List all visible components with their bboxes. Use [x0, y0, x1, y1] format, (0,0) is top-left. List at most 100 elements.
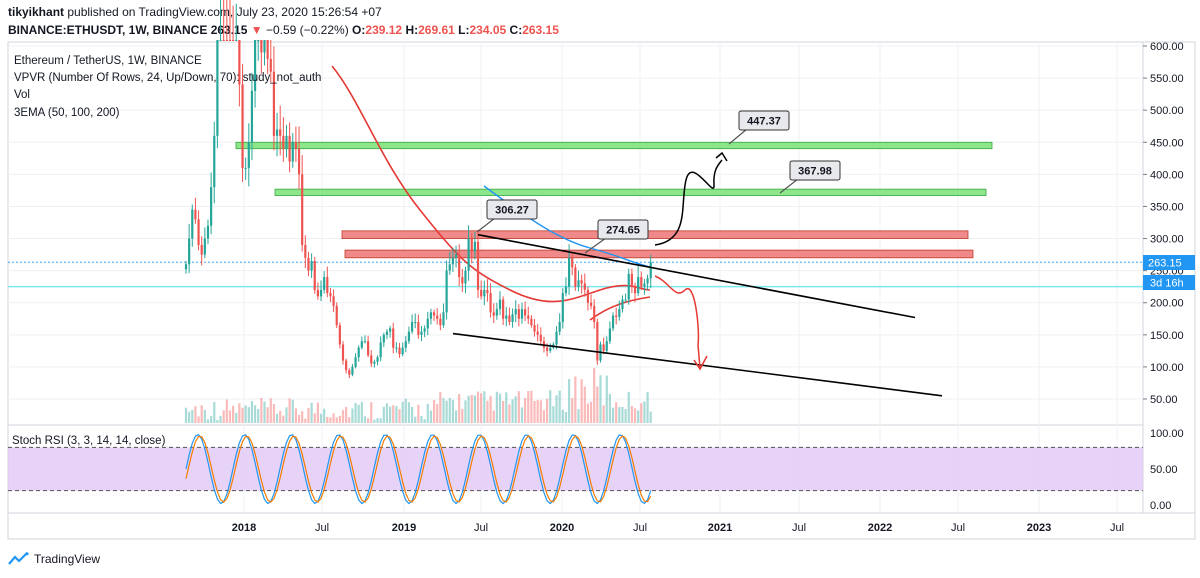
volume-bar: [219, 415, 222, 423]
low-label: L:: [458, 23, 470, 37]
candle-body: [351, 366, 354, 375]
candle-body: [637, 277, 640, 294]
candle-body: [275, 129, 279, 136]
volume-bar: [398, 409, 401, 423]
candle-body: [524, 309, 527, 316]
candle-body: [436, 315, 439, 319]
candle-body: [279, 129, 282, 136]
callout-leader: [476, 217, 496, 233]
tradingview-logo-icon: [8, 552, 29, 565]
down-arrow-icon: ▼: [250, 23, 263, 37]
volume-bar: [517, 391, 520, 423]
volume-bar: [454, 410, 458, 423]
candle-body: [546, 347, 549, 351]
volume-bar: [197, 416, 200, 423]
author-name[interactable]: tikyikhant: [8, 5, 65, 19]
time-tick-label: Jul: [792, 522, 806, 534]
candle-body: [615, 315, 618, 317]
candle-body: [357, 347, 360, 358]
time-axis[interactable]: [7, 512, 1196, 540]
rsi-tick-label: 100.00: [1150, 428, 1184, 440]
volume-bar: [627, 391, 630, 423]
candle-body: [429, 312, 433, 319]
candle-body: [323, 277, 326, 290]
rsi-tick-label: 0.00: [1150, 500, 1171, 512]
symbol-label: BINANCE:ETHUSDT, 1W, BINANCE: [8, 23, 208, 37]
bearish-arrow-icon: [693, 355, 708, 371]
volume-bar: [279, 410, 282, 423]
rsi-band-fill: [8, 447, 1143, 491]
candle-body: [338, 325, 341, 345]
volume-bar: [247, 407, 250, 423]
candle-body: [624, 299, 627, 301]
volume-bar: [363, 416, 367, 423]
brand-name[interactable]: TradingView: [34, 552, 101, 566]
volume-bar: [492, 410, 495, 423]
candle-body: [627, 273, 630, 300]
candle-body: [203, 238, 206, 255]
candle-body: [533, 325, 536, 332]
candle-body: [297, 148, 301, 175]
candle-body: [341, 344, 345, 361]
candle-body: [426, 318, 429, 329]
volume-bar: [184, 407, 188, 423]
candle-body: [316, 289, 319, 297]
last-price-badge: [1143, 255, 1195, 270]
open-value: 239.12: [365, 23, 403, 37]
volume-bar: [407, 402, 411, 423]
candle-body: [476, 241, 480, 290]
candle-body: [646, 278, 649, 284]
bearish-projection-path: [654, 275, 701, 369]
volume-bar: [561, 409, 564, 423]
volume-bar: [294, 408, 297, 423]
candle-body: [470, 238, 473, 252]
candle-body: [360, 341, 363, 348]
candle-body: [225, 40, 228, 41]
bullish-projection-path: [654, 159, 723, 246]
volume-bar: [345, 406, 348, 423]
candle-body: [539, 334, 542, 342]
countdown-badge: [1143, 275, 1195, 290]
time-tick-label: 2023: [1027, 522, 1051, 534]
candle-body: [508, 315, 511, 322]
volume-bar: [498, 393, 502, 423]
volume-bar: [338, 415, 341, 423]
legend-vpvr: VPVR (Number Of Rows, 24, Up/Down, 70): …: [14, 72, 321, 84]
volume-bar: [505, 392, 508, 423]
volume-bar: [552, 406, 555, 423]
candle-body: [266, 40, 269, 59]
candle-body: [301, 174, 304, 245]
candle-body: [558, 321, 561, 332]
volume-bar: [373, 419, 376, 423]
time-tick-labels: 2018 Jul 2019 Jul 2020 Jul 2021 Jul 2022 Jul 2023 J…: [232, 522, 1124, 534]
time-tick-label: Jul: [315, 522, 329, 534]
callout-box: [789, 160, 841, 181]
trend-drawings: [452, 151, 943, 397]
volume-bar: [555, 395, 558, 423]
candle-body: [555, 331, 558, 345]
candle-body: [611, 315, 615, 329]
volume-bar: [385, 403, 389, 423]
volume-bar: [583, 386, 586, 423]
stoch-k-line: [185, 433, 652, 505]
candle-body: [549, 347, 552, 351]
candle-body: [241, 84, 244, 168]
candle-body: [454, 254, 458, 258]
callout-label: 447.37: [747, 116, 781, 128]
candle-body: [473, 241, 476, 252]
candle-body: [404, 341, 407, 348]
volume-bar: [511, 399, 514, 423]
candle-body: [398, 347, 401, 355]
volume-bar: [467, 395, 470, 423]
candle-body: [232, 40, 235, 41]
candle-body: [486, 289, 489, 294]
price-tick-label: 200.00: [1150, 298, 1184, 310]
volume-bar: [282, 415, 285, 423]
candle-body: [313, 261, 316, 290]
price-tick-label: 600.00: [1150, 41, 1184, 53]
candle-body: [288, 135, 291, 162]
volume-bar: [542, 410, 546, 423]
volume-bar: [250, 400, 254, 423]
volume-bar: [222, 410, 225, 423]
